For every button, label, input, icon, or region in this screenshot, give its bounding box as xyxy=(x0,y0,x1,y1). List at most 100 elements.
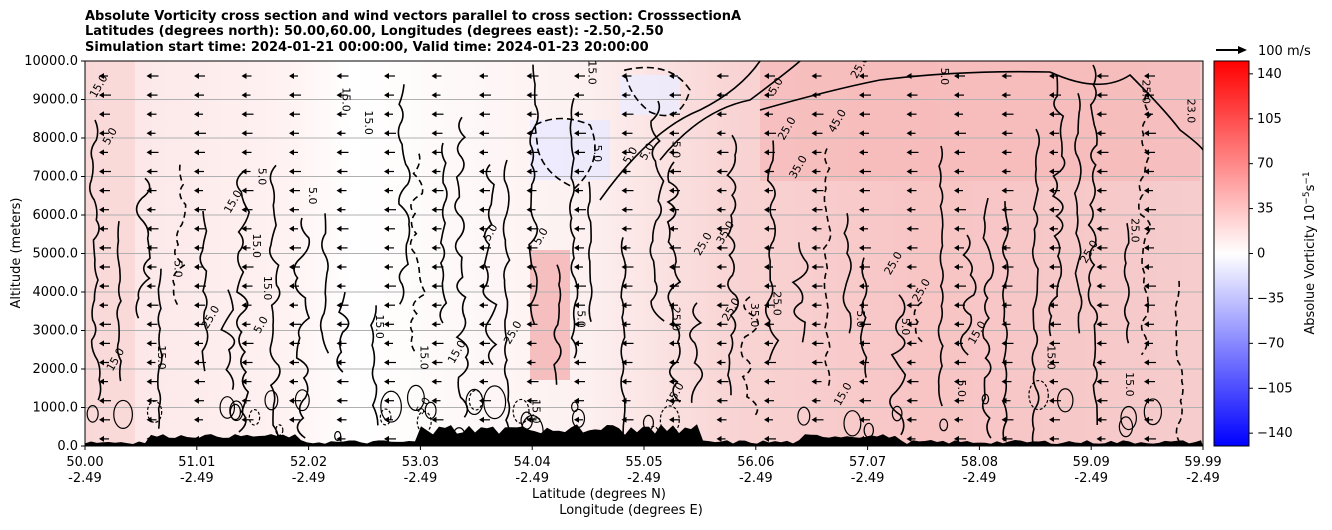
contour-label: 15.0 xyxy=(155,345,168,370)
wind-arrow-head xyxy=(811,359,817,366)
wind-arrow-head xyxy=(1096,416,1102,423)
wind-arrow-head xyxy=(906,340,912,347)
wind-arrow-head xyxy=(954,321,959,328)
contour-line xyxy=(502,159,511,441)
wind-arrow-head xyxy=(621,302,627,309)
wind-arrow-head xyxy=(99,435,104,442)
near-surface-contour xyxy=(264,390,279,411)
wind-arrow-head xyxy=(1049,435,1054,442)
contour-line xyxy=(199,211,209,372)
wind-vectors xyxy=(99,73,1156,442)
colorbar-label-text: Absolue Vorticity 10 xyxy=(1303,205,1318,335)
wind-arrow-head xyxy=(479,264,484,270)
wind-arrow-head xyxy=(906,264,912,270)
wind-arrow-head xyxy=(669,111,674,118)
wind-arrow-head xyxy=(479,378,484,385)
wind-arrow-head xyxy=(954,206,959,213)
wind-arrow-head xyxy=(716,321,722,328)
wind-arrow-head xyxy=(954,149,959,156)
wind-arrow-head xyxy=(811,149,817,156)
wind-arrow-head xyxy=(669,302,674,309)
wind-arrow-head xyxy=(954,168,959,175)
wind-arrow-head xyxy=(716,187,722,194)
wind-arrow-head xyxy=(289,264,294,270)
wind-arrow-head xyxy=(384,283,389,290)
wind-arrow-head xyxy=(1001,321,1007,328)
wind-arrow-head xyxy=(336,340,342,347)
wind-arrow-head xyxy=(716,130,722,137)
wind-arrow-head xyxy=(716,92,722,99)
wind-arrow-head xyxy=(1096,130,1102,137)
wind-arrow-head xyxy=(574,244,579,251)
wind-arrow-head xyxy=(479,340,484,347)
wind-arrow-head xyxy=(1049,187,1054,194)
title-line-3: Simulation start time: 2024-01-21 00:00:… xyxy=(85,40,649,55)
wind-arrow-head xyxy=(1144,302,1149,309)
wind-arrow-head xyxy=(811,111,817,118)
contour-line xyxy=(764,140,780,361)
wind-arrow-head xyxy=(384,73,389,79)
wind-arrow-head xyxy=(764,225,769,232)
wind-arrow-head xyxy=(431,340,437,347)
contour-line xyxy=(649,100,665,322)
wind-arrow-head xyxy=(479,168,484,175)
wind-arrow-head xyxy=(384,111,389,118)
x-tick-label-longitude: -2.49 xyxy=(1186,471,1220,486)
wind-arrow-head xyxy=(1001,359,1007,366)
wind-arrow-head xyxy=(289,359,294,366)
wind-arrow-head xyxy=(289,111,294,118)
wind-arrow-head xyxy=(431,244,437,251)
wind-arrow-head xyxy=(1001,264,1007,270)
wind-arrow-head xyxy=(764,244,769,251)
wind-arrow-head xyxy=(906,206,912,213)
wind-arrow-head xyxy=(859,168,864,175)
contour-line xyxy=(1174,280,1184,446)
wind-arrow-head xyxy=(1144,73,1149,79)
wind-arrow-head xyxy=(194,378,199,385)
wind-arrow-head xyxy=(621,283,627,290)
wind-arrow-head xyxy=(241,130,247,137)
contour-line xyxy=(482,164,498,366)
x-tick-label-latitude: 53.03 xyxy=(402,455,439,470)
wind-arrow-head xyxy=(1049,73,1054,79)
wind-arrow-head xyxy=(241,340,247,347)
wind-arrow-head xyxy=(194,416,199,423)
wind-arrow-head xyxy=(574,283,579,290)
wind-arrow-head xyxy=(764,359,769,366)
wind-arrow-head xyxy=(859,321,864,328)
wind-arrow-head xyxy=(764,130,769,137)
wind-arrow-head xyxy=(526,359,532,366)
wind-arrow-head xyxy=(811,302,817,309)
wind-arrow-head xyxy=(1001,149,1007,156)
wind-arrow-head xyxy=(479,92,484,99)
wind-arrow-head xyxy=(479,397,484,404)
wind-arrow-head xyxy=(906,130,912,137)
wind-arrow-head xyxy=(1096,73,1102,79)
colorbar-ticks: 140 105 70 35 0 −35 −70 −105 −140 xyxy=(1249,67,1293,441)
wind-arrow-head xyxy=(146,359,152,366)
wind-arrow-head xyxy=(859,92,864,99)
wind-arrow-head xyxy=(811,73,817,79)
wind-arrow-head xyxy=(336,130,342,137)
wind-arrow-head xyxy=(431,225,437,232)
wind-arrow-head xyxy=(479,416,484,423)
wind-arrow-head xyxy=(764,73,769,79)
wind-arrow-head xyxy=(431,92,437,99)
wind-arrow-head xyxy=(859,73,864,79)
wind-arrow-head xyxy=(146,378,152,385)
wind-arrow-head xyxy=(146,340,152,347)
wind-arrow-head xyxy=(669,321,674,328)
wind-arrow-head xyxy=(621,378,627,385)
x-tick-label-latitude: 56.06 xyxy=(737,455,774,470)
wind-arrow-head xyxy=(479,187,484,194)
contour-line xyxy=(791,242,809,343)
contour-line xyxy=(397,84,411,305)
wind-arrow-head xyxy=(99,283,104,290)
wind-arrow-head xyxy=(764,416,769,423)
wind-arrow-head xyxy=(811,225,817,232)
contour-line xyxy=(981,197,995,439)
wind-arrow-head xyxy=(289,187,294,194)
wind-arrow-head xyxy=(336,92,342,99)
wind-arrow-head xyxy=(336,264,342,270)
wind-arrow-head xyxy=(146,73,152,79)
